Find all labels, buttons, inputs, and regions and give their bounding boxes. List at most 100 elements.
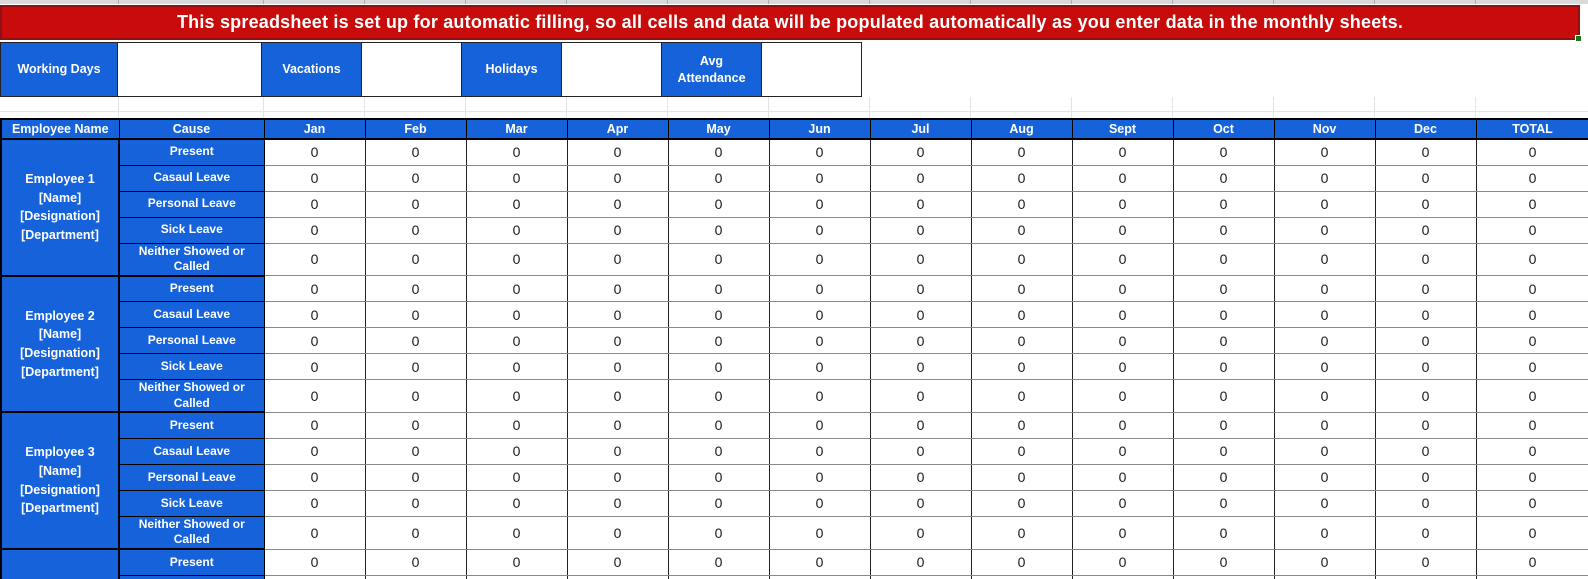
- attendance-value-cell[interactable]: 0: [465, 437, 568, 465]
- attendance-value-cell[interactable]: 0: [667, 574, 770, 579]
- attendance-value-cell[interactable]: 0: [768, 437, 871, 465]
- attendance-value-cell[interactable]: 0: [1172, 138, 1275, 166]
- attendance-value-cell[interactable]: 0: [768, 138, 871, 166]
- attendance-value-cell[interactable]: 0: [566, 437, 669, 465]
- attendance-value-cell[interactable]: 0: [364, 216, 467, 244]
- attendance-value-cell[interactable]: 0: [869, 216, 972, 244]
- attendance-value-cell[interactable]: 0: [364, 489, 467, 517]
- attendance-value-cell[interactable]: 0: [667, 379, 770, 413]
- attendance-value-cell[interactable]: 0: [970, 301, 1073, 329]
- attendance-value-cell[interactable]: 0: [869, 411, 972, 439]
- attendance-value-cell[interactable]: 0: [970, 190, 1073, 218]
- attendance-value-cell[interactable]: 0: [263, 379, 366, 413]
- attendance-value-cell[interactable]: 0: [364, 301, 467, 329]
- attendance-value-cell[interactable]: 0: [465, 489, 568, 517]
- attendance-value-cell[interactable]: 0: [1071, 379, 1174, 413]
- attendance-value-cell[interactable]: 0: [465, 164, 568, 192]
- attendance-value-cell[interactable]: 0: [566, 216, 669, 244]
- attendance-value-cell[interactable]: 0: [566, 411, 669, 439]
- attendance-value-cell[interactable]: 0: [1475, 138, 1588, 166]
- attendance-value-cell[interactable]: 0: [1172, 275, 1275, 303]
- attendance-value-cell[interactable]: 0: [263, 353, 366, 381]
- attendance-value-cell[interactable]: 0: [768, 463, 871, 491]
- attendance-value-cell[interactable]: 0: [869, 548, 972, 576]
- attendance-value-cell[interactable]: 0: [1374, 548, 1477, 576]
- attendance-value-cell[interactable]: 0: [465, 515, 568, 550]
- attendance-value-cell[interactable]: 0: [1172, 164, 1275, 192]
- attendance-value-cell[interactable]: 0: [1172, 489, 1275, 517]
- attendance-value-cell[interactable]: 0: [1071, 301, 1174, 329]
- attendance-value-cell[interactable]: 0: [1475, 327, 1588, 355]
- attendance-value-cell[interactable]: 0: [566, 463, 669, 491]
- attendance-value-cell[interactable]: 0: [869, 190, 972, 218]
- attendance-value-cell[interactable]: 0: [465, 353, 568, 381]
- attendance-value-cell[interactable]: 0: [465, 463, 568, 491]
- attendance-value-cell[interactable]: 0: [970, 463, 1073, 491]
- attendance-value-cell[interactable]: 0: [970, 216, 1073, 244]
- attendance-value-cell[interactable]: 0: [768, 190, 871, 218]
- attendance-value-cell[interactable]: 0: [364, 327, 467, 355]
- attendance-value-cell[interactable]: 0: [364, 411, 467, 439]
- attendance-value-cell[interactable]: 0: [1374, 190, 1477, 218]
- attendance-value-cell[interactable]: 0: [364, 353, 467, 381]
- attendance-value-cell[interactable]: 0: [1071, 353, 1174, 381]
- attendance-value-cell[interactable]: 0: [667, 138, 770, 166]
- attendance-value-cell[interactable]: 0: [364, 515, 467, 550]
- attendance-value-cell[interactable]: 0: [1172, 190, 1275, 218]
- attendance-value-cell[interactable]: 0: [1172, 216, 1275, 244]
- attendance-value-cell[interactable]: 0: [768, 353, 871, 381]
- attendance-value-cell[interactable]: 0: [364, 138, 467, 166]
- attendance-value-cell[interactable]: 0: [1273, 379, 1376, 413]
- attendance-value-cell[interactable]: 0: [970, 515, 1073, 550]
- attendance-value-cell[interactable]: 0: [566, 138, 669, 166]
- attendance-value-cell[interactable]: 0: [970, 437, 1073, 465]
- attendance-value-cell[interactable]: 0: [1273, 548, 1376, 576]
- attendance-value-cell[interactable]: 0: [1374, 353, 1477, 381]
- attendance-value-cell[interactable]: 0: [869, 164, 972, 192]
- attendance-value-cell[interactable]: 0: [869, 489, 972, 517]
- control-value-cell[interactable]: [117, 42, 262, 97]
- attendance-value-cell[interactable]: 0: [970, 353, 1073, 381]
- control-value-cell[interactable]: [561, 42, 662, 97]
- attendance-value-cell[interactable]: 0: [1071, 463, 1174, 491]
- attendance-value-cell[interactable]: 0: [1172, 411, 1275, 439]
- attendance-value-cell[interactable]: 0: [667, 242, 770, 277]
- attendance-value-cell[interactable]: 0: [768, 242, 871, 277]
- attendance-value-cell[interactable]: 0: [465, 379, 568, 413]
- attendance-value-cell[interactable]: 0: [768, 411, 871, 439]
- attendance-value-cell[interactable]: 0: [1071, 574, 1174, 579]
- attendance-value-cell[interactable]: 0: [667, 301, 770, 329]
- attendance-value-cell[interactable]: 0: [768, 489, 871, 517]
- attendance-value-cell[interactable]: 0: [970, 242, 1073, 277]
- attendance-value-cell[interactable]: 0: [1475, 411, 1588, 439]
- attendance-value-cell[interactable]: 0: [263, 242, 366, 277]
- attendance-value-cell[interactable]: 0: [566, 379, 669, 413]
- attendance-value-cell[interactable]: 0: [1374, 379, 1477, 413]
- attendance-value-cell[interactable]: 0: [869, 138, 972, 166]
- attendance-value-cell[interactable]: 0: [667, 463, 770, 491]
- attendance-value-cell[interactable]: 0: [970, 138, 1073, 166]
- attendance-value-cell[interactable]: 0: [1273, 301, 1376, 329]
- attendance-value-cell[interactable]: 0: [1172, 548, 1275, 576]
- attendance-value-cell[interactable]: 0: [465, 190, 568, 218]
- attendance-value-cell[interactable]: 0: [1475, 216, 1588, 244]
- attendance-value-cell[interactable]: 0: [263, 190, 366, 218]
- attendance-value-cell[interactable]: 0: [970, 275, 1073, 303]
- attendance-value-cell[interactable]: 0: [1374, 463, 1477, 491]
- attendance-value-cell[interactable]: 0: [970, 574, 1073, 579]
- attendance-value-cell[interactable]: 0: [465, 548, 568, 576]
- attendance-value-cell[interactable]: 0: [768, 548, 871, 576]
- attendance-value-cell[interactable]: 0: [768, 379, 871, 413]
- attendance-value-cell[interactable]: 0: [1273, 411, 1376, 439]
- attendance-value-cell[interactable]: 0: [1475, 275, 1588, 303]
- attendance-value-cell[interactable]: 0: [364, 379, 467, 413]
- attendance-value-cell[interactable]: 0: [667, 489, 770, 517]
- attendance-value-cell[interactable]: 0: [1273, 216, 1376, 244]
- attendance-value-cell[interactable]: 0: [768, 301, 871, 329]
- attendance-value-cell[interactable]: 0: [364, 574, 467, 579]
- attendance-value-cell[interactable]: 0: [1374, 138, 1477, 166]
- attendance-value-cell[interactable]: 0: [364, 275, 467, 303]
- attendance-value-cell[interactable]: 0: [263, 216, 366, 244]
- attendance-value-cell[interactable]: 0: [1273, 138, 1376, 166]
- attendance-value-cell[interactable]: 0: [1475, 242, 1588, 277]
